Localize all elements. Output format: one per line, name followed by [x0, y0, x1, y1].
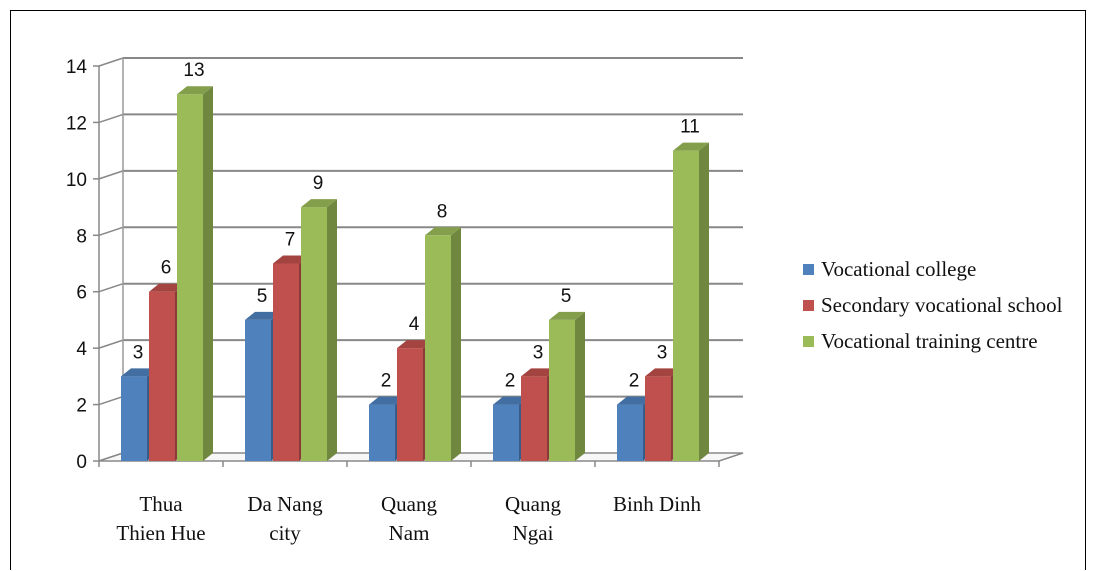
side-wall-gridline	[98, 283, 124, 293]
bar	[121, 376, 147, 461]
y-tick-label: 14	[66, 57, 88, 78]
side-wall-gridline	[98, 170, 124, 180]
x-tick-label: Binh Dinh	[613, 492, 702, 516]
bar-side	[699, 142, 709, 461]
bar-top	[549, 311, 585, 320]
y-tick-label: 8	[76, 226, 87, 247]
x-tick-label-line: Thien Hue	[116, 521, 205, 545]
data-label: 4	[409, 314, 420, 335]
chart-frame: 0 2 4 6 8 10 12 14 3 6 13 Thua Thien Hue 5 7 9 Da Nang ci…	[10, 10, 1086, 570]
bar-side	[575, 311, 585, 461]
legend-item: Vocational training centre	[803, 323, 1062, 359]
bar-top	[521, 368, 557, 377]
legend-label: Vocational college	[821, 256, 977, 281]
bar-side	[451, 227, 461, 461]
side-wall-gridline	[98, 226, 124, 236]
data-label: 2	[381, 371, 392, 392]
data-label: 11	[680, 117, 700, 138]
bar-top	[493, 396, 529, 405]
bar-top	[397, 340, 433, 349]
bar	[673, 150, 699, 461]
side-wall-gridline	[98, 395, 124, 406]
data-label: 3	[657, 342, 668, 363]
x-tick-label: Quang Ngai	[505, 492, 561, 545]
bar-top	[149, 283, 185, 292]
bar-top	[673, 142, 709, 151]
data-label: 2	[505, 371, 516, 392]
side-wall-gridline	[98, 57, 124, 67]
bar	[645, 376, 671, 461]
legend-label: Vocational training centre	[821, 328, 1038, 353]
bar-top	[645, 368, 681, 377]
data-label: 6	[161, 258, 172, 279]
bar	[301, 207, 327, 461]
data-label: 3	[133, 342, 144, 363]
bar-top	[369, 396, 405, 405]
legend-swatch-series-2	[803, 299, 814, 311]
x-tick-label: Da Nang city	[247, 492, 323, 545]
bar	[149, 291, 175, 461]
legend-swatch-series-1	[803, 263, 814, 275]
bar-top	[301, 199, 337, 208]
bar-top	[177, 86, 213, 95]
data-label: 13	[183, 60, 204, 81]
data-label: 5	[561, 286, 572, 307]
bar	[493, 404, 519, 461]
x-tick-label-line: Thua	[139, 492, 183, 516]
x-tick-label: Quang Nam	[381, 492, 437, 545]
legend-item: Vocational college	[803, 251, 1062, 287]
x-tick-label-line: Quang	[381, 492, 437, 516]
x-tick-label-line: Binh Dinh	[613, 492, 702, 516]
bar-top	[425, 227, 461, 236]
bar	[549, 319, 575, 461]
bar	[521, 376, 547, 461]
legend: Vocational college Secondary vocational …	[803, 251, 1062, 359]
side-wall-gridline	[98, 113, 124, 124]
legend-swatch-series-3	[803, 335, 814, 347]
bar-side	[327, 199, 337, 462]
data-label: 9	[313, 173, 324, 194]
x-tick-label-line: Ngai	[513, 521, 554, 545]
x-tick-label-line: Nam	[389, 521, 430, 545]
data-label: 3	[533, 342, 544, 363]
y-tick-label: 10	[66, 170, 87, 191]
bar	[369, 404, 395, 461]
bar	[177, 94, 203, 461]
bar-top	[273, 255, 309, 264]
side-wall-gridline	[98, 339, 124, 349]
bar-top	[121, 368, 157, 377]
y-tick-label: 2	[76, 396, 87, 417]
data-label: 5	[257, 286, 268, 307]
data-label: 2	[629, 371, 640, 392]
bar-top	[617, 396, 653, 405]
bar-top	[245, 311, 281, 320]
legend-label: Secondary vocational school	[821, 292, 1063, 317]
x-tick-label-line: Da Nang	[247, 492, 323, 516]
y-tick-label: 0	[76, 452, 87, 473]
y-tick-label: 12	[66, 113, 87, 134]
x-tick-label: Thua Thien Hue	[116, 492, 205, 545]
bar	[617, 404, 643, 461]
legend-item: Secondary vocational school	[803, 287, 1062, 323]
x-tick-label-line: Quang	[505, 492, 561, 516]
bar-chart: 0 2 4 6 8 10 12 14 3 6 13 Thua Thien Hue 5 7 9 Da Nang ci…	[66, 57, 744, 545]
data-label: 8	[437, 201, 448, 222]
bar	[273, 263, 299, 461]
bar	[425, 235, 451, 461]
y-tick-label: 4	[76, 339, 87, 360]
y-tick-label: 6	[76, 283, 87, 304]
bar	[397, 348, 423, 461]
bar	[245, 319, 271, 461]
data-label: 7	[285, 230, 296, 251]
x-tick-label-line: city	[269, 521, 301, 545]
bar-side	[203, 86, 213, 461]
